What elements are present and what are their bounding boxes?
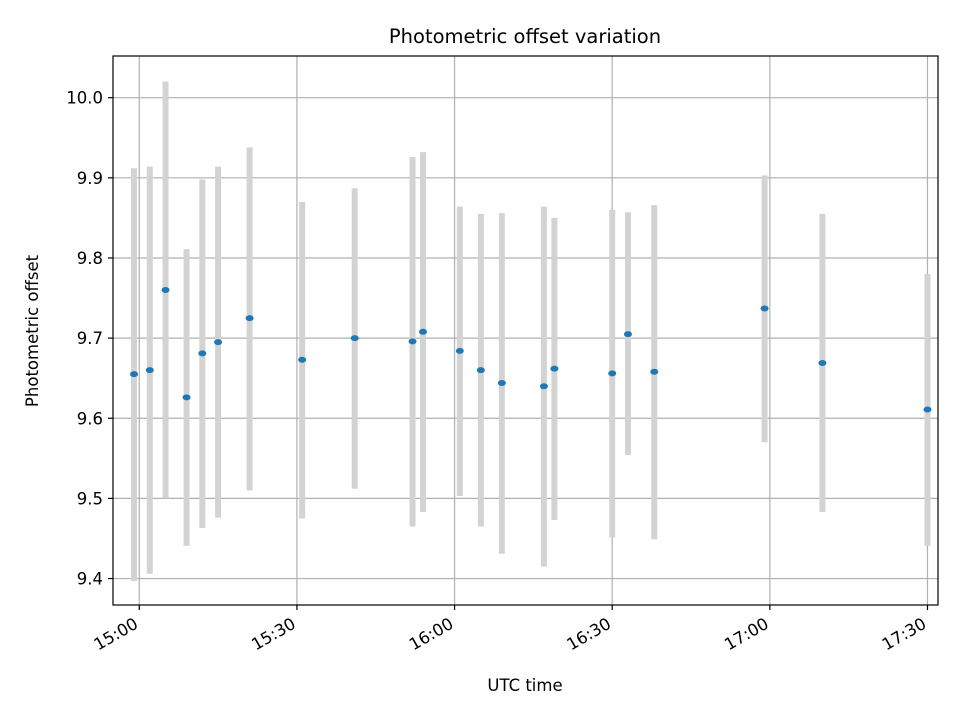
data-point	[923, 406, 932, 413]
data-point	[608, 370, 617, 377]
data-points	[130, 287, 932, 413]
y-tick-label: 9.9	[77, 169, 103, 188]
data-point	[182, 394, 191, 401]
data-point	[145, 367, 154, 374]
data-point	[245, 315, 254, 322]
data-point	[161, 287, 170, 294]
plot-frame	[112, 55, 939, 606]
chart-title: Photometric offset variation	[389, 25, 661, 48]
data-point	[550, 365, 559, 372]
x-axis-label: UTC time	[487, 676, 562, 695]
data-point	[760, 305, 769, 312]
y-axis-label: Photometric offset	[23, 254, 42, 407]
y-tick-label: 9.7	[77, 329, 103, 348]
data-point	[130, 371, 139, 378]
data-point	[198, 350, 207, 357]
y-tick-label: 9.5	[77, 489, 103, 508]
data-point	[455, 347, 464, 354]
data-point	[539, 383, 548, 390]
data-point	[408, 338, 417, 345]
y-tick-label: 10.0	[66, 89, 103, 108]
y-axis-ticks: 9.4 9.5 9.6 9.7 9.8 9.9 10.0	[66, 89, 113, 589]
data-point	[650, 368, 659, 375]
data-point	[419, 328, 428, 335]
data-point	[214, 339, 223, 346]
data-point	[497, 379, 506, 386]
data-point	[623, 331, 632, 338]
data-point	[298, 356, 307, 363]
y-tick-label: 9.6	[77, 409, 103, 428]
data-point	[818, 359, 827, 366]
y-tick-label: 9.4	[77, 570, 103, 589]
data-point	[476, 367, 485, 374]
data-point	[350, 335, 359, 342]
y-tick-label: 9.8	[77, 249, 103, 268]
